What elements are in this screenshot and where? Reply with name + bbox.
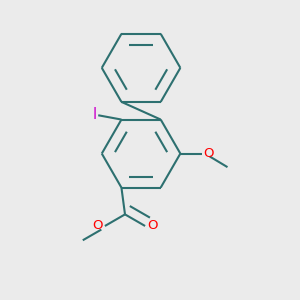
Text: I: I [92, 107, 96, 122]
Text: O: O [148, 220, 158, 232]
Text: O: O [92, 220, 103, 232]
Text: O: O [203, 147, 213, 160]
